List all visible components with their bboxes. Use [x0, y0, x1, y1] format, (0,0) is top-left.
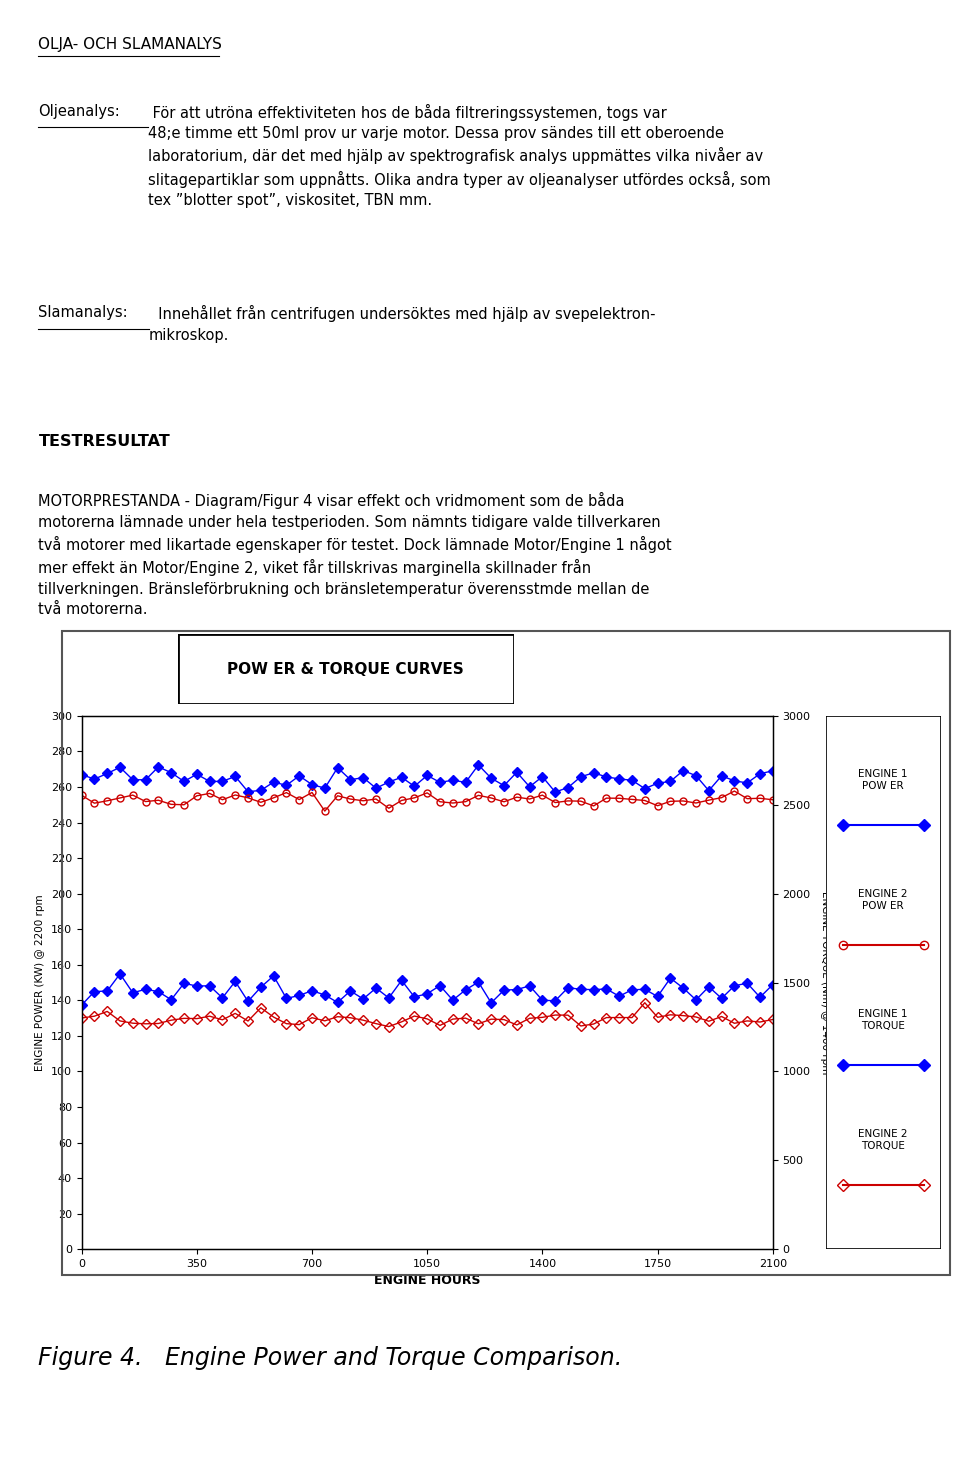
Text: Slamanalys:: Slamanalys: [38, 305, 128, 320]
Text: Oljeanalys:: Oljeanalys: [38, 104, 120, 118]
Text: Innehållet från centrifugen undersöktes med hjälp av svepelektron-
mikroskop.: Innehållet från centrifugen undersöktes … [149, 305, 656, 343]
Text: ENGINE 2
POW ER: ENGINE 2 POW ER [858, 890, 908, 910]
Text: MOTORPRESTANDA - Diagram/Figur 4 visar effekt och vridmoment som de båda
motorer: MOTORPRESTANDA - Diagram/Figur 4 visar e… [38, 492, 672, 617]
Text: TESTRESULTAT: TESTRESULTAT [38, 434, 170, 449]
Text: POW ER & TORQUE CURVES: POW ER & TORQUE CURVES [228, 662, 464, 676]
Text: För att utröna effektiviteten hos de båda filtreringssystemen, togs var
48;e tim: För att utröna effektiviteten hos de båd… [148, 104, 771, 207]
FancyBboxPatch shape [178, 634, 514, 704]
Text: OLJA- OCH SLAMANALYS: OLJA- OCH SLAMANALYS [38, 37, 223, 51]
Text: Figure 4.   Engine Power and Torque Comparison.: Figure 4. Engine Power and Torque Compar… [38, 1347, 623, 1370]
FancyBboxPatch shape [826, 716, 941, 1249]
Text: ENGINE 1
POW ER: ENGINE 1 POW ER [858, 768, 908, 790]
Text: ENGINE 1
TORQUE: ENGINE 1 TORQUE [858, 1010, 908, 1031]
Y-axis label: ENGINE POWER (KW) @ 2200 rpm: ENGINE POWER (KW) @ 2200 rpm [36, 894, 45, 1071]
Text: ENGINE 2
TORQUE: ENGINE 2 TORQUE [858, 1129, 908, 1151]
X-axis label: ENGINE HOURS: ENGINE HOURS [374, 1274, 480, 1287]
Y-axis label: ENGINE TORQUE (Nm) @ 1400 rpm: ENGINE TORQUE (Nm) @ 1400 rpm [820, 891, 830, 1074]
